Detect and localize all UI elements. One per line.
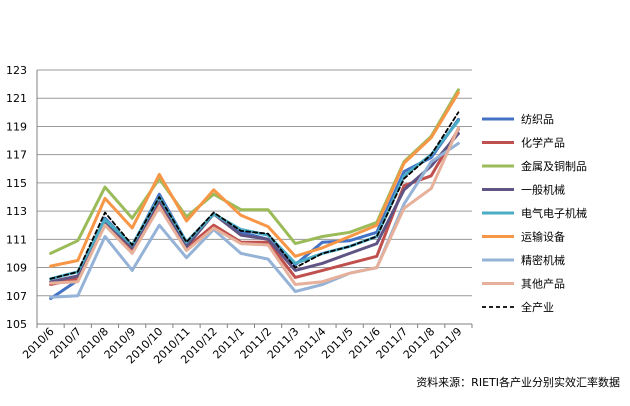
y-tick-label: 109 [6, 262, 27, 275]
y-tick-label: 117 [6, 149, 27, 162]
legend-label-5: 电气电子机械 [521, 206, 587, 220]
source-note: 资料来源：RIETI各产业分别实效汇率数据 [416, 375, 620, 389]
x-axis-ticks: 2010/62010/72010/82010/92010/102010/1120… [20, 324, 473, 366]
series-line-9 [49, 111, 460, 280]
axes [36, 70, 472, 325]
y-tick-label: 115 [6, 177, 27, 190]
y-tick-label: 111 [6, 233, 27, 246]
y-tick-label: 113 [6, 205, 27, 218]
legend-label-2: 化学产品 [521, 136, 565, 150]
series-line-8 [49, 126, 460, 286]
legend-label-1: 纺织品 [521, 112, 554, 126]
y-tick-label: 105 [6, 318, 27, 331]
y-tick-label: 119 [6, 120, 27, 133]
legend-label-8: 其他产品 [521, 277, 565, 291]
y-tick-label: 107 [6, 290, 27, 303]
y-tick-label: 123 [6, 64, 27, 77]
legend-label-7: 精密机械 [521, 253, 565, 267]
gridlines [37, 69, 472, 297]
y-axis-ticks: 105 107 109 111 113 115 117 119 121 123 [6, 64, 27, 331]
legend-label-6: 运输设备 [521, 230, 565, 244]
series-lines [49, 88, 460, 301]
legend-label-9: 全产业 [521, 300, 554, 314]
series-line-6 [49, 91, 460, 268]
y-tick-label: 121 [6, 92, 27, 105]
legend-label-3: 金属及铜制品 [521, 159, 587, 173]
series-line-4 [49, 132, 460, 284]
legend-label-4: 一般机械 [521, 183, 565, 197]
